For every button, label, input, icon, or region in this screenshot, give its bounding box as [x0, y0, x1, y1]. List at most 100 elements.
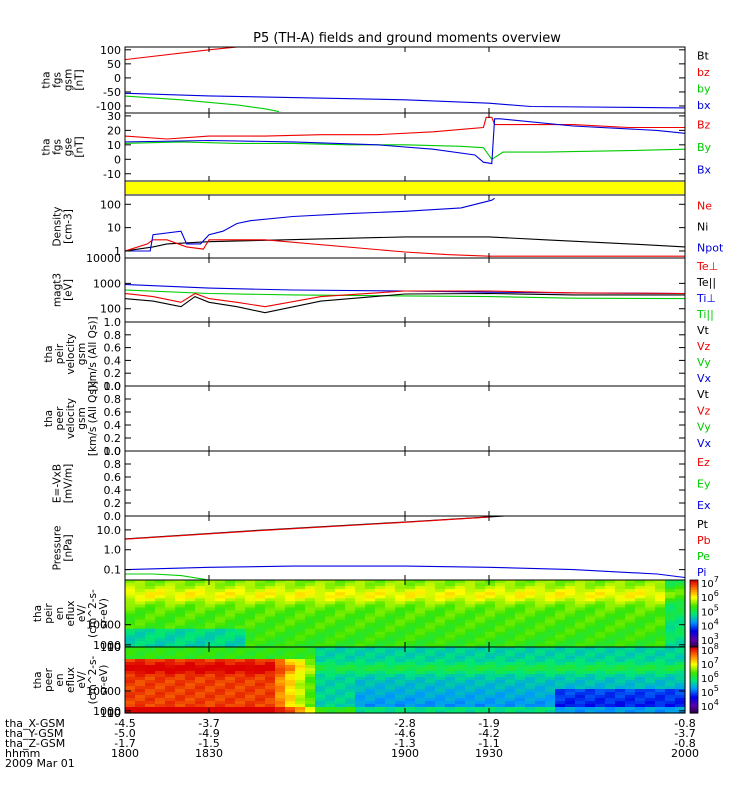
- spectrogram-cell: [155, 677, 166, 681]
- spectrogram-cell: [335, 692, 346, 696]
- spectrogram-cell: [435, 604, 446, 609]
- spectrogram-cell: [225, 689, 236, 693]
- spectrogram-cell: [495, 695, 506, 699]
- spectrogram-cell: [545, 704, 556, 708]
- x-axis-value: -1.3: [394, 737, 415, 750]
- spectrogram-cell: [585, 704, 596, 708]
- spectrogram-cell: [565, 683, 576, 687]
- spectrogram-cell: [215, 653, 226, 657]
- spectrogram-cell: [495, 586, 506, 590]
- spectrogram-cell: [125, 607, 136, 612]
- spectrogram-cell: [315, 583, 326, 587]
- spectrogram-cell: [565, 668, 576, 672]
- spectrogram-cell: [525, 692, 536, 696]
- spectrogram-cell: [665, 710, 676, 714]
- spectrogram-cell: [185, 677, 196, 681]
- spectrogram-cell: [505, 598, 516, 602]
- spectrogram-cell: [505, 668, 516, 672]
- y-axis-label-line: tha: [32, 605, 44, 622]
- spectrogram-cell: [335, 643, 346, 648]
- spectrogram-cell: [335, 592, 346, 596]
- spectrogram-cell: [425, 586, 436, 590]
- spectrogram-cell: [205, 665, 216, 669]
- spectrogram-cell: [405, 656, 416, 660]
- legend-entry: Vz: [697, 404, 711, 417]
- spectrogram-cell: [535, 634, 546, 639]
- spectrogram-cell: [455, 595, 466, 599]
- spectrogram-cell: [255, 643, 266, 648]
- spectrogram-cell: [565, 625, 576, 630]
- spectrogram-cell: [415, 589, 426, 593]
- spectrogram-cell: [265, 580, 276, 584]
- spectrogram-cell: [365, 662, 376, 666]
- legend-entry: By: [697, 141, 712, 154]
- spectrogram-cell: [395, 692, 406, 696]
- spectrogram-cell: [505, 643, 516, 648]
- spectrogram-cell: [165, 662, 176, 666]
- spectrogram-cell: [425, 647, 436, 651]
- spectrogram-cell: [145, 689, 156, 693]
- spectrogram-cell: [275, 656, 286, 660]
- colorbar-segment: [690, 681, 698, 684]
- spectrogram-cell: [165, 598, 176, 602]
- spectrogram-cell: [605, 586, 616, 590]
- spectrogram-cell: [605, 637, 616, 642]
- spectrogram-cell: [155, 592, 166, 596]
- spectrogram-cell: [195, 707, 206, 711]
- spectrogram-cell: [135, 647, 146, 651]
- spectrogram-cell: [135, 650, 146, 654]
- spectrogram-cell: [575, 607, 586, 612]
- spectrogram-cell: [555, 647, 566, 651]
- colorbar-segment: [690, 656, 698, 660]
- spectrogram-cell: [245, 637, 256, 642]
- spectrogram-cell: [205, 583, 216, 587]
- spectrogram-cell: [145, 674, 156, 678]
- spectrogram-cell: [635, 595, 646, 599]
- spectrogram-cell: [265, 616, 276, 621]
- spectrogram-cell: [465, 695, 476, 699]
- spectrogram-cell: [365, 592, 376, 596]
- spectrogram-cell: [355, 592, 366, 596]
- spectrogram-cell: [435, 613, 446, 618]
- spectrogram-cell: [605, 601, 616, 605]
- spectrogram-cell: [435, 592, 446, 596]
- spectrogram-cell: [355, 698, 366, 702]
- spectrogram-cell: [585, 710, 596, 714]
- spectrogram-cell: [375, 628, 386, 633]
- spectrogram-cell: [535, 616, 546, 621]
- spectrogram-cell: [345, 625, 356, 630]
- spectrogram-cell: [415, 647, 426, 651]
- spectrogram-cell: [555, 631, 566, 636]
- spectrogram-cell: [355, 601, 366, 605]
- spectrogram-cell: [365, 601, 376, 605]
- spectrogram-cell: [325, 595, 336, 599]
- colorbar-tick-label: 104: [701, 618, 719, 633]
- spectrogram-cell: [475, 656, 486, 660]
- spectrogram-cell: [175, 640, 186, 645]
- spectrogram-cell: [435, 662, 446, 666]
- spectrogram-cell: [595, 601, 606, 605]
- spectrogram-cell: [665, 668, 676, 672]
- spectrogram-cell: [605, 610, 616, 615]
- spectrogram-cell: [375, 680, 386, 684]
- spectrogram-cell: [445, 674, 456, 678]
- spectrogram-cell: [575, 659, 586, 663]
- spectrogram-cell: [535, 586, 546, 590]
- spectrogram-cell: [285, 680, 296, 684]
- spectrogram-cell: [475, 674, 486, 678]
- spectrogram-cell: [575, 647, 586, 651]
- spectrogram-cell: [605, 698, 616, 702]
- spectrogram-cell: [345, 683, 356, 687]
- spectrogram-cell: [485, 640, 496, 645]
- spectrogram-cell: [475, 598, 486, 602]
- spectrogram-cell: [645, 628, 656, 633]
- spectrogram-cell: [525, 601, 536, 605]
- spectrogram-cell: [185, 698, 196, 702]
- spectrogram-cell: [165, 668, 176, 672]
- spectrogram-cell: [435, 686, 446, 690]
- spectrogram-cell: [475, 662, 486, 666]
- spectrogram-cell: [455, 634, 466, 639]
- spectrogram-cell: [565, 610, 576, 615]
- spectrogram-cell: [375, 701, 386, 705]
